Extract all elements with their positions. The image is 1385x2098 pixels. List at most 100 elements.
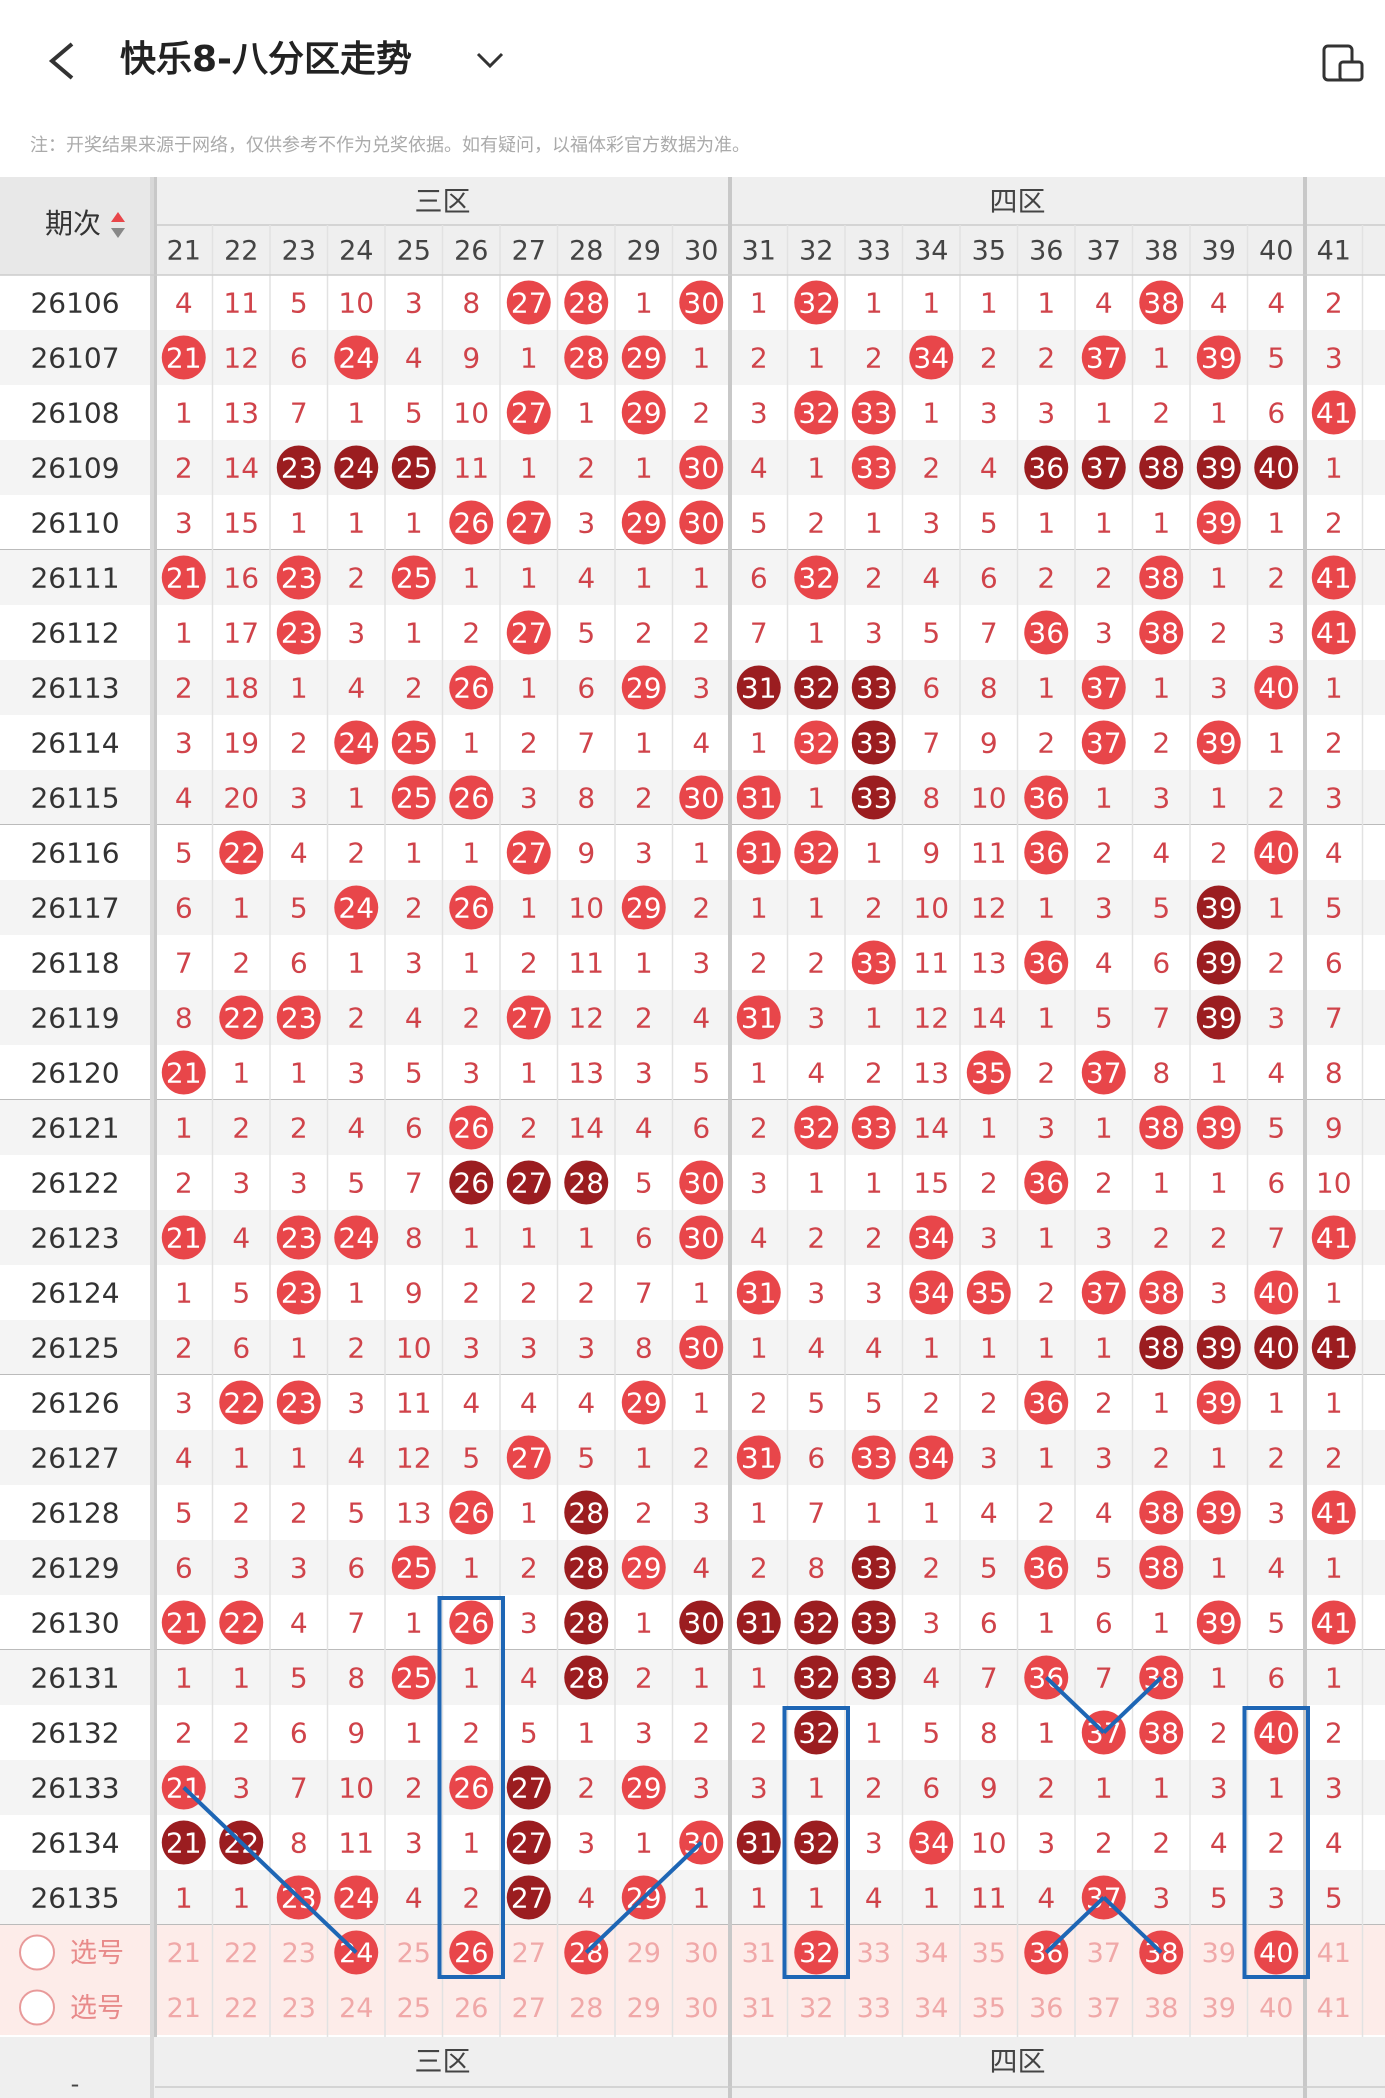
column-number: 29 <box>627 236 661 267</box>
hit-ball <box>1139 1325 1184 1370</box>
miss-count: 1 <box>462 1222 480 1255</box>
miss-count: 1 <box>520 562 538 595</box>
miss-count: 1 <box>1325 1277 1343 1310</box>
miss-count: 1 <box>1037 1222 1055 1255</box>
miss-count: 10 <box>971 1827 1007 1860</box>
miss-count: 1 <box>1095 1112 1113 1145</box>
miss-count: 1 <box>175 617 193 650</box>
miss-count: 3 <box>577 507 595 540</box>
miss-count: 1 <box>1037 1332 1055 1365</box>
miss-count: 1 <box>1152 1387 1170 1420</box>
icon-inner <box>1338 60 1364 82</box>
back-button[interactable] <box>48 42 74 80</box>
page-title[interactable]: 快乐8-八分区走势 <box>120 39 412 80</box>
pick-ball <box>794 1930 839 1975</box>
miss-count: 2 <box>865 562 883 595</box>
pick-number: 40 <box>1259 1993 1293 2024</box>
miss-count: 4 <box>865 1882 883 1915</box>
hit-number: 30 <box>683 507 719 540</box>
miss-count: 10 <box>568 892 604 925</box>
miss-count: 1 <box>1037 672 1055 705</box>
miss-count: 7 <box>577 727 595 760</box>
column-number: 33 <box>857 236 891 267</box>
miss-count: 1 <box>922 1332 940 1365</box>
hit-ball <box>506 995 551 1040</box>
hit-number: 26 <box>453 1112 489 1145</box>
hit-ball <box>1139 1710 1184 1755</box>
hit-number: 22 <box>223 1387 259 1420</box>
dropdown-icon[interactable] <box>476 52 504 69</box>
miss-count: 1 <box>980 1332 998 1365</box>
hit-number: 36 <box>1028 837 1064 870</box>
hit-number: 23 <box>281 1222 317 1255</box>
hit-ball <box>851 1105 896 1150</box>
column-number: 39 <box>1202 236 1236 267</box>
hit-ball <box>794 1655 839 1700</box>
miss-count: 1 <box>1267 892 1285 925</box>
hit-ball <box>621 1545 666 1590</box>
hit-number: 23 <box>281 617 317 650</box>
miss-count: 2 <box>1095 837 1113 870</box>
hit-number: 28 <box>568 1662 604 1695</box>
hit-ball <box>449 1105 494 1150</box>
miss-count: 1 <box>520 672 538 705</box>
miss-count: 1 <box>232 1882 250 1915</box>
miss-count: 2 <box>635 617 653 650</box>
settings-icon[interactable] <box>1322 44 1364 82</box>
miss-count: 2 <box>175 1167 193 1200</box>
miss-count: 3 <box>1037 1827 1055 1860</box>
miss-count: 3 <box>1037 397 1055 430</box>
miss-count: 1 <box>347 782 365 815</box>
miss-count: 3 <box>232 1772 250 1805</box>
miss-count: 1 <box>520 1497 538 1530</box>
miss-count: 1 <box>750 287 768 320</box>
miss-count: 8 <box>922 782 940 815</box>
hit-ball <box>506 1765 551 1810</box>
miss-count: 8 <box>980 1717 998 1750</box>
hit-number: 33 <box>856 782 892 815</box>
miss-count: 1 <box>232 892 250 925</box>
miss-count: 10 <box>1316 1167 1352 1200</box>
pick-radio[interactable] <box>19 1934 55 1971</box>
hit-number: 27 <box>511 1772 547 1805</box>
hit-ball <box>564 1490 609 1535</box>
hit-number: 38 <box>1143 1497 1179 1530</box>
hit-ball <box>334 335 379 380</box>
miss-count: 1 <box>1267 1772 1285 1805</box>
miss-count: 1 <box>1267 507 1285 540</box>
miss-count: 3 <box>175 727 193 760</box>
miss-count: 1 <box>520 1222 538 1255</box>
miss-count: 2 <box>1152 1442 1170 1475</box>
hit-ball <box>851 775 896 820</box>
miss-count: 1 <box>1037 287 1055 320</box>
miss-count: 4 <box>462 1387 480 1420</box>
hit-number: 29 <box>626 892 662 925</box>
miss-count: 3 <box>290 782 308 815</box>
hit-number: 27 <box>511 1827 547 1860</box>
miss-count: 3 <box>577 1332 595 1365</box>
miss-count: 1 <box>347 507 365 540</box>
pick-number: 25 <box>397 1993 431 2024</box>
miss-count: 2 <box>692 892 710 925</box>
miss-count: 1 <box>1037 507 1055 540</box>
hit-ball <box>794 280 839 325</box>
miss-count: 3 <box>462 1057 480 1090</box>
hit-ball <box>161 1820 206 1865</box>
miss-count: 7 <box>635 1277 653 1310</box>
miss-count: 4 <box>520 1387 538 1420</box>
miss-count: 4 <box>1267 1552 1285 1585</box>
hit-number: 32 <box>798 1827 834 1860</box>
miss-count: 6 <box>232 1332 250 1365</box>
pick-radio[interactable] <box>19 1989 55 2026</box>
hit-ball <box>1196 1490 1241 1535</box>
pick-number: 28 <box>569 1993 603 2024</box>
miss-count: 1 <box>750 1057 768 1090</box>
miss-count: 1 <box>807 1772 825 1805</box>
miss-count: 1 <box>1152 1167 1170 1200</box>
miss-count: 9 <box>405 1277 423 1310</box>
miss-count: 1 <box>980 287 998 320</box>
hit-ball <box>564 280 609 325</box>
hit-ball <box>219 1380 264 1425</box>
column-number: 26 <box>454 236 488 267</box>
